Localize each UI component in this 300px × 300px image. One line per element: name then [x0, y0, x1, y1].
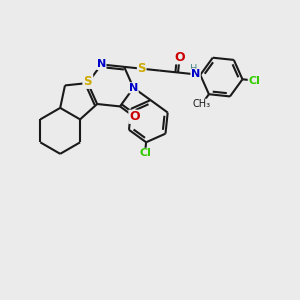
- Text: CH₃: CH₃: [193, 99, 211, 109]
- Text: Cl: Cl: [248, 76, 260, 85]
- Text: S: S: [84, 75, 92, 88]
- Text: H: H: [190, 64, 197, 74]
- Text: O: O: [174, 51, 185, 64]
- Text: S: S: [137, 62, 146, 75]
- Text: Cl: Cl: [139, 148, 151, 158]
- Text: N: N: [129, 83, 138, 93]
- Text: N: N: [191, 69, 200, 80]
- Text: N: N: [97, 59, 106, 69]
- Text: O: O: [129, 110, 140, 123]
